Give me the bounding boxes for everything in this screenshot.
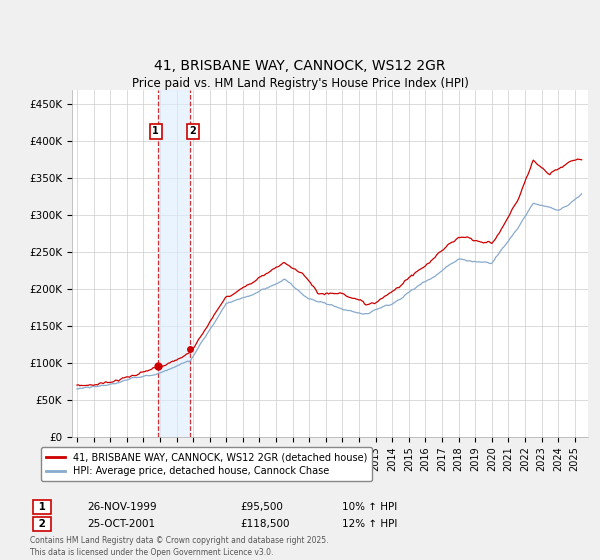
Text: 10% ↑ HPI: 10% ↑ HPI [342,502,397,512]
Text: 12% ↑ HPI: 12% ↑ HPI [342,519,397,529]
Legend: 41, BRISBANE WAY, CANNOCK, WS12 2GR (detached house), HPI: Average price, detach: 41, BRISBANE WAY, CANNOCK, WS12 2GR (det… [41,447,372,481]
Bar [158,90,190,437]
Text: 1: 1 [35,502,49,512]
Text: 25-OCT-2001: 25-OCT-2001 [87,519,155,529]
Text: Contains HM Land Registry data © Crown copyright and database right 2025.
This d: Contains HM Land Registry data © Crown c… [30,536,329,557]
Text: £95,500: £95,500 [240,502,283,512]
Text: Price paid vs. HM Land Registry's House Price Index (HPI): Price paid vs. HM Land Registry's House … [131,77,469,90]
Text: 2: 2 [35,519,49,529]
Text: 2: 2 [190,126,196,136]
Text: £118,500: £118,500 [240,519,290,529]
Text: 26-NOV-1999: 26-NOV-1999 [87,502,157,512]
Text: 41, BRISBANE WAY, CANNOCK, WS12 2GR: 41, BRISBANE WAY, CANNOCK, WS12 2GR [154,59,446,73]
Text: 1: 1 [152,126,159,136]
